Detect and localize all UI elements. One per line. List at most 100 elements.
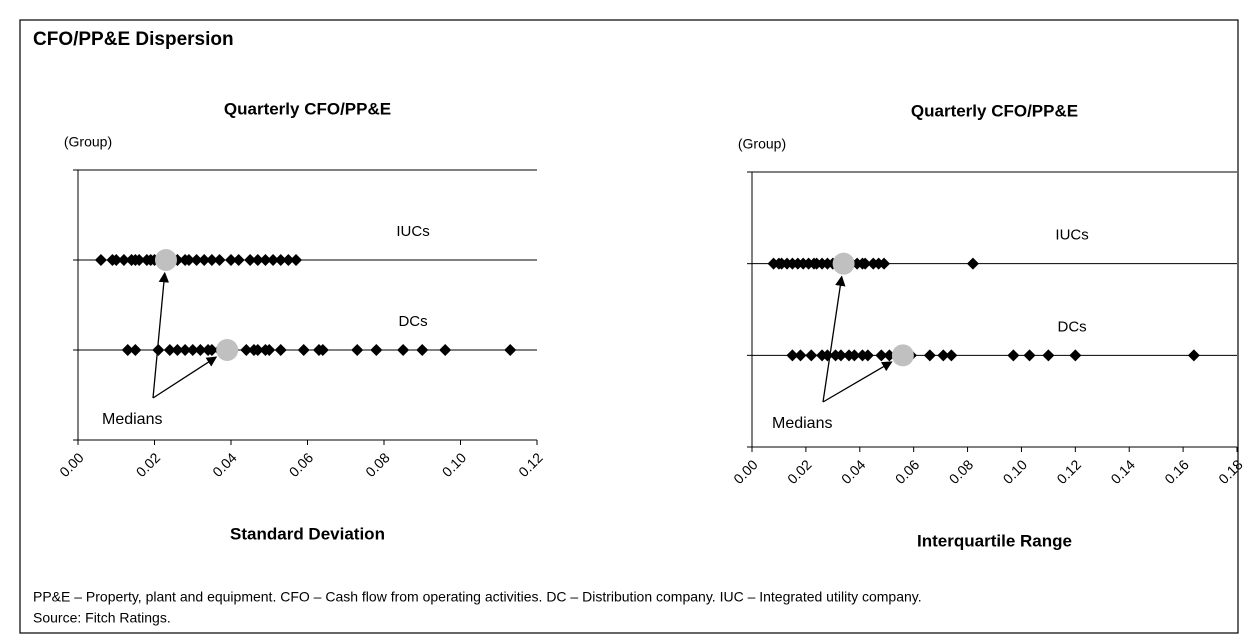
- point: [875, 349, 888, 362]
- x-tick-label: 0.08: [946, 456, 977, 487]
- frame: [19, 19, 1239, 634]
- x-tick-label: 0.00: [56, 449, 87, 480]
- chart-title: Quarterly CFO/PP&E: [224, 99, 391, 118]
- point: [110, 254, 123, 266]
- series-label: DCs: [1058, 318, 1087, 335]
- point: [834, 349, 847, 362]
- x-tick-label: 0.04: [209, 449, 240, 480]
- median-point: [891, 344, 914, 367]
- point: [182, 254, 195, 266]
- point: [297, 344, 310, 356]
- median-arrow: [822, 361, 893, 403]
- point: [1187, 349, 1200, 362]
- point: [205, 254, 218, 266]
- x-tick-label: 0.16: [1161, 456, 1192, 487]
- point: [439, 344, 452, 356]
- point: [859, 257, 872, 270]
- x-tick-label: 0.10: [1000, 456, 1031, 487]
- point: [190, 254, 203, 266]
- point: [397, 344, 410, 356]
- point: [133, 254, 146, 266]
- point: [244, 254, 257, 266]
- point: [179, 344, 192, 356]
- x-tick-label: 0.02: [133, 449, 164, 480]
- x-axis-label: Standard Deviation: [230, 524, 385, 543]
- point: [163, 344, 176, 356]
- point: [213, 254, 226, 266]
- series-label: IUCs: [1055, 227, 1088, 244]
- point: [848, 349, 861, 362]
- point: [805, 349, 818, 362]
- point: [225, 254, 237, 266]
- point: [878, 257, 891, 270]
- point: [416, 344, 429, 356]
- point: [316, 344, 329, 356]
- median-arrow: [152, 356, 218, 399]
- point: [94, 254, 107, 266]
- point: [821, 349, 834, 362]
- point: [259, 254, 272, 266]
- point: [117, 254, 130, 266]
- annotation: Medians: [772, 415, 832, 432]
- series-label: DCs: [398, 313, 427, 330]
- median-arrow: [822, 275, 846, 403]
- point: [504, 344, 517, 356]
- x-tick-label: 0.14: [1107, 456, 1138, 487]
- point: [1042, 349, 1055, 362]
- point: [251, 254, 264, 266]
- point: [923, 349, 936, 362]
- annotation: Medians: [102, 411, 162, 428]
- x-tick-label: 0.00: [730, 456, 761, 487]
- x-tick-label: 0.12: [1053, 456, 1084, 487]
- figure-title: CFO/PP&E Dispersion: [33, 29, 234, 50]
- point: [121, 344, 134, 356]
- point: [1069, 349, 1082, 362]
- point: [794, 349, 807, 362]
- footnote: PP&E – Property, plant and equipment. CF…: [33, 589, 922, 605]
- point: [129, 344, 142, 356]
- chart-title: Quarterly CFO/PP&E: [911, 101, 1078, 120]
- point: [274, 254, 287, 266]
- point: [937, 349, 950, 362]
- point: [198, 254, 211, 266]
- y-axis-label: (Group): [738, 136, 786, 152]
- point: [786, 349, 799, 362]
- point: [966, 257, 979, 270]
- point: [290, 254, 303, 266]
- point: [282, 254, 295, 266]
- median-point: [832, 252, 855, 275]
- point: [351, 344, 364, 356]
- median-arrow: [152, 271, 170, 399]
- point: [205, 344, 218, 356]
- point: [186, 344, 199, 356]
- point: [861, 349, 874, 362]
- x-tick-label: 0.10: [439, 449, 470, 480]
- x-tick-label: 0.12: [515, 449, 546, 480]
- y-axis-label: (Group): [64, 134, 112, 150]
- x-tick-label: 0.18: [1215, 456, 1246, 487]
- median-point: [216, 339, 239, 361]
- point: [263, 344, 276, 356]
- x-tick-label: 0.04: [838, 456, 869, 487]
- point: [1007, 349, 1020, 362]
- x-tick-label: 0.02: [784, 456, 815, 487]
- point: [152, 344, 165, 356]
- x-tick-label: 0.08: [362, 449, 393, 480]
- footnote: Source: Fitch Ratings.: [33, 610, 171, 626]
- x-tick-label: 0.06: [892, 456, 923, 487]
- series-label: IUCs: [396, 223, 429, 240]
- point: [1023, 349, 1036, 362]
- median-point: [154, 249, 177, 271]
- point: [171, 344, 184, 356]
- x-tick-label: 0.06: [286, 449, 317, 480]
- x-axis-label: Interquartile Range: [917, 531, 1072, 550]
- point: [370, 344, 383, 356]
- point: [945, 349, 958, 362]
- point: [232, 254, 245, 266]
- point: [251, 344, 264, 356]
- point: [274, 344, 287, 356]
- point: [194, 344, 207, 356]
- point: [267, 254, 280, 266]
- point: [240, 344, 253, 356]
